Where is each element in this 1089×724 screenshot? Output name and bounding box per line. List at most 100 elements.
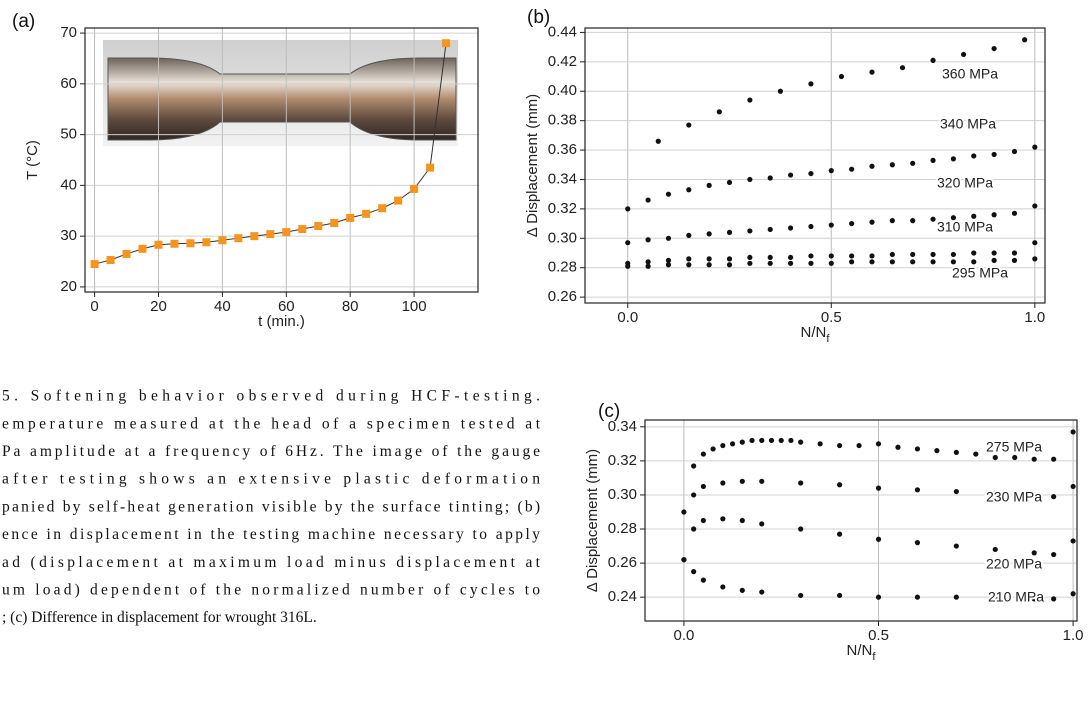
chart: (b) 0.0 0.5 1.0 0.26 0.28 0.30 0.32 0.34 0.36 0.38… bbox=[524, 7, 1046, 345]
point bbox=[726, 229, 733, 236]
point bbox=[122, 249, 131, 258]
y-axis-label: T (°C) bbox=[24, 140, 41, 180]
x-tick-label: 0.0 bbox=[673, 627, 694, 644]
point bbox=[681, 509, 687, 515]
point bbox=[930, 57, 936, 63]
point bbox=[726, 179, 733, 186]
point bbox=[992, 490, 998, 496]
point bbox=[1022, 37, 1028, 43]
point bbox=[953, 449, 959, 455]
point bbox=[720, 516, 726, 522]
point bbox=[971, 259, 977, 265]
series-label: 220 MPa bbox=[986, 556, 1042, 572]
point bbox=[665, 257, 672, 263]
point bbox=[378, 204, 387, 213]
point bbox=[1011, 257, 1018, 263]
point bbox=[720, 480, 726, 486]
point bbox=[914, 487, 921, 493]
point bbox=[798, 439, 804, 445]
series-label: 340 MPa bbox=[940, 116, 996, 132]
y-tick-label: 40 bbox=[60, 176, 77, 193]
point bbox=[960, 51, 967, 58]
point bbox=[202, 238, 211, 247]
point bbox=[767, 260, 773, 266]
point bbox=[950, 215, 957, 221]
point bbox=[1011, 148, 1018, 155]
point bbox=[1051, 596, 1057, 602]
point bbox=[645, 259, 651, 265]
point bbox=[808, 223, 814, 230]
point bbox=[362, 209, 371, 218]
x-axis-label: N/Nf bbox=[847, 642, 877, 663]
point bbox=[1031, 492, 1037, 498]
point bbox=[706, 231, 712, 237]
point bbox=[889, 259, 895, 265]
point bbox=[706, 256, 712, 262]
point bbox=[767, 254, 773, 261]
point bbox=[992, 454, 998, 461]
y-tick-label: 0.32 bbox=[548, 200, 577, 217]
series-label: 275 MPa bbox=[986, 439, 1042, 455]
point bbox=[720, 442, 726, 449]
point bbox=[950, 156, 957, 162]
point bbox=[1051, 494, 1057, 500]
point bbox=[691, 463, 697, 469]
point bbox=[691, 492, 697, 498]
point bbox=[426, 163, 435, 172]
point bbox=[910, 218, 916, 224]
caption-line: after testing shows an extensive plastic… bbox=[2, 471, 540, 488]
point bbox=[716, 109, 722, 115]
point bbox=[410, 184, 419, 193]
series-label: 230 MPa bbox=[986, 489, 1042, 505]
point bbox=[992, 546, 998, 553]
y-tick-label: 0.42 bbox=[548, 53, 577, 70]
point bbox=[991, 212, 997, 218]
point bbox=[971, 213, 977, 219]
point bbox=[1032, 203, 1038, 209]
point bbox=[665, 191, 672, 197]
point bbox=[700, 517, 706, 524]
x-axis-label-sub: f bbox=[826, 333, 830, 345]
x-axis-label: N/Nf bbox=[801, 324, 831, 345]
point bbox=[910, 251, 916, 258]
x-tick-label: 0.5 bbox=[868, 627, 889, 644]
point bbox=[914, 446, 921, 452]
point bbox=[665, 235, 672, 241]
point bbox=[706, 262, 712, 268]
point bbox=[747, 260, 753, 266]
point bbox=[875, 594, 882, 600]
point bbox=[726, 262, 733, 268]
caption-line: emperature measured at the head of a spe… bbox=[2, 415, 541, 432]
point bbox=[889, 162, 895, 168]
point bbox=[798, 592, 804, 599]
point bbox=[875, 536, 882, 542]
point bbox=[394, 196, 403, 205]
point bbox=[1032, 144, 1038, 150]
point bbox=[720, 584, 726, 590]
point bbox=[869, 259, 875, 265]
caption-line: um load) dependent of the normalized num… bbox=[2, 581, 540, 598]
point bbox=[973, 451, 979, 457]
point bbox=[1070, 429, 1076, 435]
point bbox=[808, 170, 814, 177]
point bbox=[953, 594, 959, 600]
panel-label: (b) bbox=[527, 7, 550, 28]
point bbox=[836, 531, 843, 537]
y-tick-label: 0.38 bbox=[548, 112, 577, 129]
point bbox=[170, 239, 179, 248]
point bbox=[250, 232, 259, 241]
point bbox=[930, 259, 936, 265]
point bbox=[686, 122, 692, 128]
x-axis-label-main: t (min.) bbox=[258, 313, 305, 330]
plot-frame bbox=[84, 27, 479, 293]
point bbox=[787, 225, 794, 231]
point bbox=[787, 254, 794, 261]
point bbox=[681, 557, 687, 563]
point bbox=[895, 444, 901, 450]
point bbox=[849, 259, 855, 265]
point bbox=[930, 216, 936, 222]
point bbox=[645, 263, 651, 269]
point bbox=[930, 157, 936, 163]
series-label: 310 MPa bbox=[937, 219, 993, 235]
